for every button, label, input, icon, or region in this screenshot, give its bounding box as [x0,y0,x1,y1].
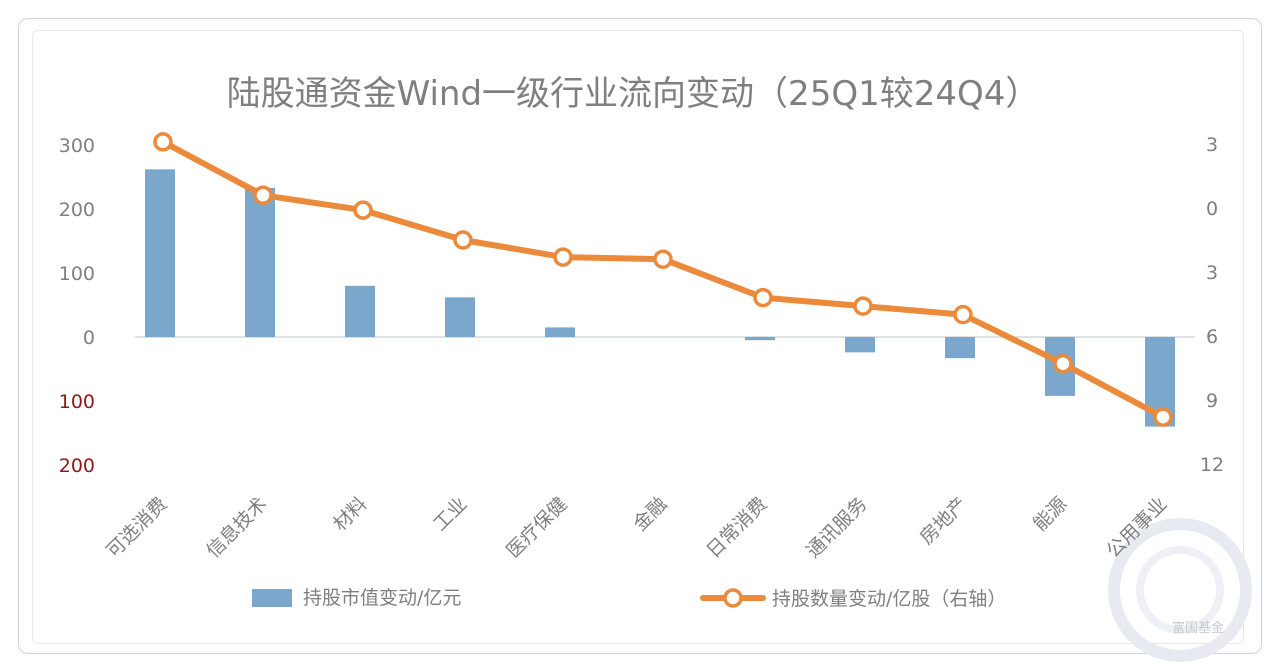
right-axis-tick-label: 6 [1206,326,1218,348]
bar [845,337,875,353]
line-point [453,230,473,250]
left-axis-tick-label: 0 [83,327,95,349]
series-line [160,138,1166,421]
left-axis-tick-label: 100 [59,263,95,285]
right-axis-tick-label: 3 [1206,134,1218,156]
right-axis-tick-label: 0 [1206,198,1218,220]
legend-bar-swatch [252,589,292,607]
category-label: 医疗保健 [502,493,571,562]
category-label: 房地产 [916,493,972,549]
bar [445,297,475,337]
line-point [853,296,873,316]
line-point [653,249,673,269]
line-point [253,185,273,205]
chart-panel [32,30,1244,644]
category-label: 通讯服务 [802,493,871,562]
category-label: 金融 [629,493,671,535]
watermark-text: 富国基金 [1172,620,1224,636]
category-label: 日常消费 [702,493,771,562]
category-label: 材料 [329,493,371,535]
right-axis-tick-label: 12 [1200,454,1224,476]
watermark-logo: 富国基金 [1108,518,1252,662]
bar [145,169,175,337]
bar [945,337,975,359]
category-label: 信息技术 [202,493,271,562]
left-axis-tick-label: 100 [59,391,95,413]
right-axis-tick-label: 9 [1206,390,1218,412]
left-axis-tick-label: 300 [59,135,95,157]
bar [245,187,275,337]
bar [345,285,375,337]
left-axis-tick-label: 200 [59,199,95,221]
line-point [153,132,173,152]
category-label: 可选消费 [102,493,171,562]
line-point [553,247,573,267]
line-point [1053,353,1073,374]
category-label: 能源 [1029,493,1071,535]
line-point [353,200,373,220]
bar [745,337,775,341]
category-label: 工业 [429,493,471,535]
right-axis-tick-label: 3 [1206,262,1218,284]
legend-bar-label: 持股市值变动/亿元 [303,587,461,609]
line-point [1153,407,1173,427]
bar [545,327,575,337]
left-axis-tick-label: 200 [59,455,95,477]
legend-line-label: 持股数量变动/亿股（右轴） [772,588,1006,610]
chart-title: 陆股通资金Wind一级行业流向变动（25Q1较24Q4） [227,74,1040,114]
chart-frame [18,18,1262,654]
legend-line-marker [723,588,743,608]
line-point [953,304,973,325]
line-point [753,287,773,308]
